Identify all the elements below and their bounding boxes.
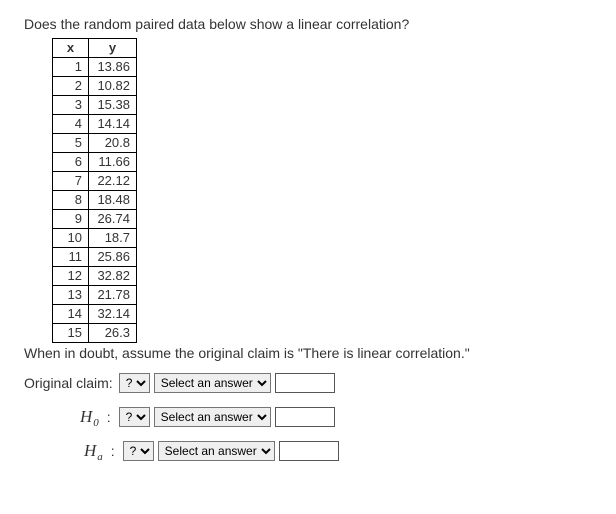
table-row: 1232.82 <box>53 267 137 286</box>
table-cell-x: 1 <box>53 58 89 77</box>
assumption-note: When in doubt, assume the original claim… <box>24 345 592 361</box>
table-cell-x: 6 <box>53 153 89 172</box>
ha-select-answer[interactable]: Select an answer <box>158 441 275 461</box>
original-claim-select-answer[interactable]: Select an answer <box>154 373 271 393</box>
table-row: 1018.7 <box>53 229 137 248</box>
original-claim-label: Original claim: <box>24 375 113 391</box>
table-cell-y: 32.82 <box>89 267 137 286</box>
table-cell-y: 10.82 <box>89 77 137 96</box>
original-claim-select-symbol[interactable]: ? <box>119 373 150 393</box>
table-row: 210.82 <box>53 77 137 96</box>
table-cell-x: 15 <box>53 324 89 343</box>
table-cell-y: 25.86 <box>89 248 137 267</box>
table-header-y: y <box>89 39 137 58</box>
ha-select-symbol[interactable]: ? <box>123 441 154 461</box>
table-cell-y: 18.48 <box>89 191 137 210</box>
table-cell-x: 14 <box>53 305 89 324</box>
table-cell-y: 15.38 <box>89 96 137 115</box>
table-cell-x: 11 <box>53 248 89 267</box>
h0-select-answer[interactable]: Select an answer <box>154 407 271 427</box>
h0-select-symbol[interactable]: ? <box>119 407 150 427</box>
table-cell-y: 20.8 <box>89 134 137 153</box>
table-cell-x: 4 <box>53 115 89 134</box>
table-row: 1125.86 <box>53 248 137 267</box>
table-cell-y: 13.86 <box>89 58 137 77</box>
table-cell-x: 2 <box>53 77 89 96</box>
ha-label: Ha <box>84 441 103 461</box>
table-cell-y: 26.74 <box>89 210 137 229</box>
table-cell-y: 18.7 <box>89 229 137 248</box>
table-row: 818.48 <box>53 191 137 210</box>
question-text: Does the random paired data below show a… <box>24 16 592 32</box>
table-cell-y: 26.3 <box>89 324 137 343</box>
table-cell-x: 10 <box>53 229 89 248</box>
ha-colon: : <box>111 443 115 459</box>
table-cell-x: 13 <box>53 286 89 305</box>
table-row: 113.86 <box>53 58 137 77</box>
original-claim-input[interactable] <box>275 373 335 393</box>
data-table: x y 113.86210.82315.38414.14520.8611.667… <box>52 38 137 343</box>
table-row: 520.8 <box>53 134 137 153</box>
table-row: 414.14 <box>53 115 137 134</box>
h0-label: H0 <box>80 407 99 427</box>
h0-row: H0 : ? Select an answer <box>80 407 592 427</box>
table-cell-y: 21.78 <box>89 286 137 305</box>
table-cell-y: 11.66 <box>89 153 137 172</box>
table-row: 722.12 <box>53 172 137 191</box>
table-cell-y: 22.12 <box>89 172 137 191</box>
table-cell-y: 14.14 <box>89 115 137 134</box>
table-cell-x: 3 <box>53 96 89 115</box>
table-cell-x: 12 <box>53 267 89 286</box>
table-header-x: x <box>53 39 89 58</box>
table-cell-x: 9 <box>53 210 89 229</box>
table-cell-x: 5 <box>53 134 89 153</box>
table-row: 1526.3 <box>53 324 137 343</box>
h0-input[interactable] <box>275 407 335 427</box>
ha-input[interactable] <box>279 441 339 461</box>
original-claim-row: Original claim: ? Select an answer <box>24 373 592 393</box>
table-row: 315.38 <box>53 96 137 115</box>
h0-colon: : <box>107 409 111 425</box>
table-cell-y: 32.14 <box>89 305 137 324</box>
table-row: 611.66 <box>53 153 137 172</box>
table-cell-x: 7 <box>53 172 89 191</box>
table-row: 1321.78 <box>53 286 137 305</box>
ha-row: Ha : ? Select an answer <box>84 441 592 461</box>
table-cell-x: 8 <box>53 191 89 210</box>
table-row: 1432.14 <box>53 305 137 324</box>
table-row: 926.74 <box>53 210 137 229</box>
